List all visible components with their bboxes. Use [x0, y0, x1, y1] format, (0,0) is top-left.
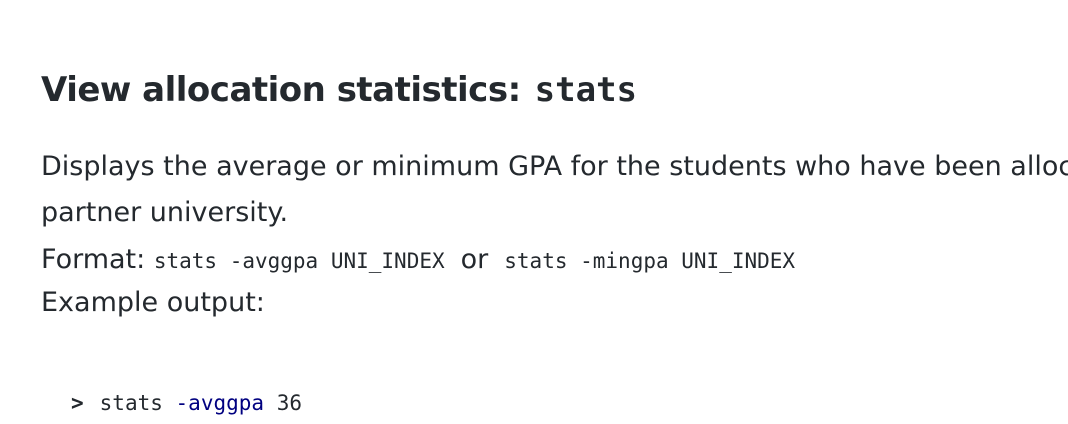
section-heading: View allocation statistics: stats: [41, 66, 637, 114]
format-label: Format:: [41, 244, 146, 275]
example-flag: -avggpa: [175, 391, 265, 415]
format-option-avggpa: stats -avggpa UNI_INDEX: [153, 249, 445, 273]
description-line-2: partner university.: [41, 197, 289, 228]
format-line: Format: stats -avggpa UNI_INDEX or stats -…: [41, 240, 795, 281]
example-label: Example output:: [41, 287, 265, 318]
format-option-mingpa: stats -mingpa UNI_INDEX: [504, 249, 796, 273]
example-code-line: > stats -avggpa 36: [71, 385, 302, 421]
prompt-chevron: >: [71, 391, 84, 415]
heading-text: View allocation statistics:: [41, 70, 521, 110]
example-command: stats: [99, 391, 163, 415]
example-argument: 36: [276, 391, 302, 415]
heading-command-code: stats: [534, 70, 638, 110]
format-separator: or: [460, 244, 489, 275]
description-line-1: Displays the average or minimum GPA for …: [41, 151, 1068, 182]
